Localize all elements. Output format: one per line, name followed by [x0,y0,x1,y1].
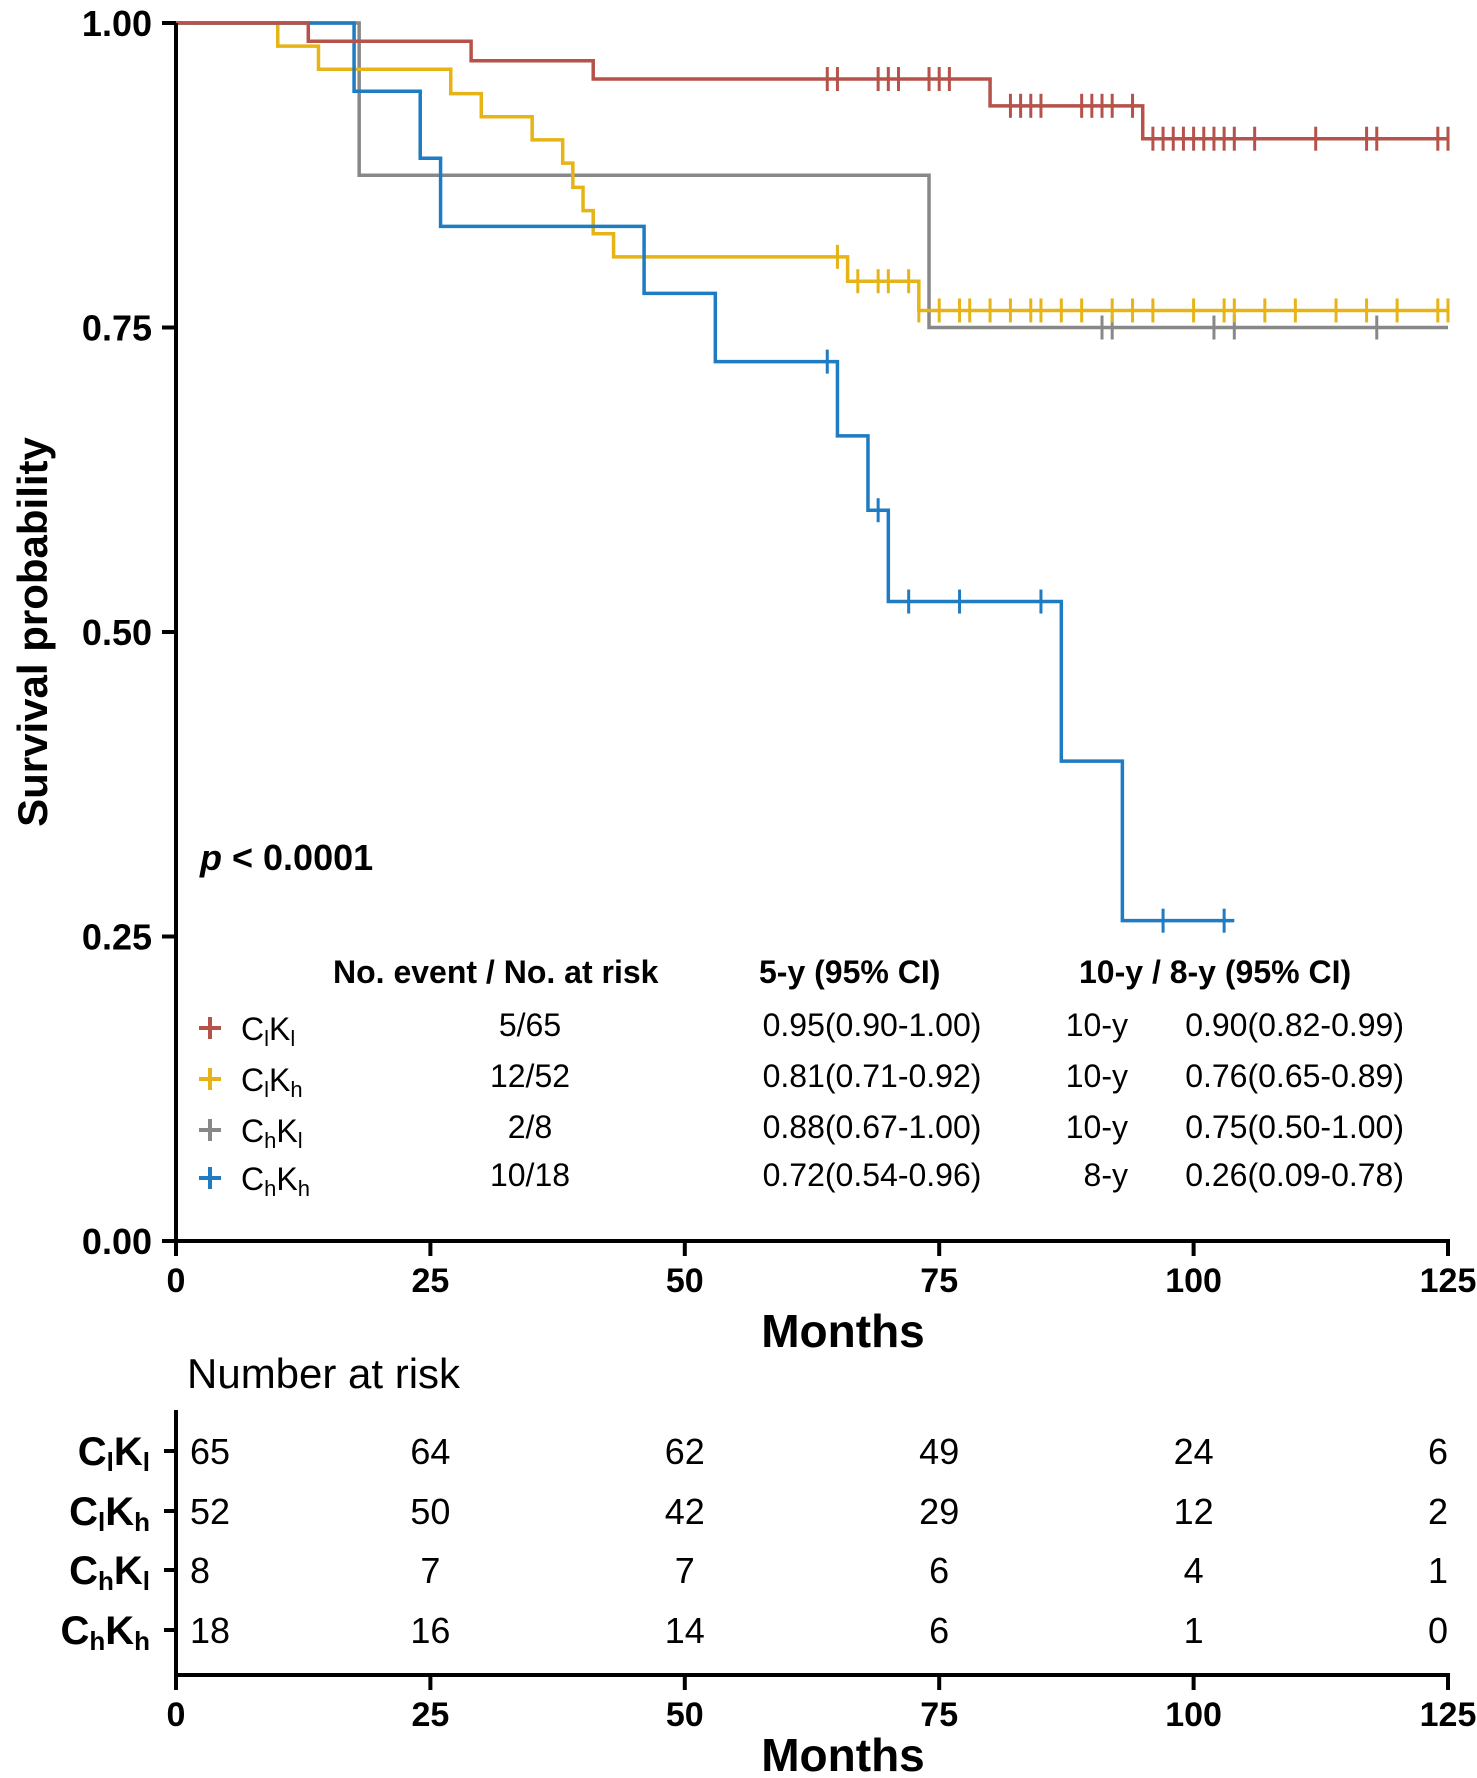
risk-count: 4 [1184,1550,1204,1591]
risk-row-label: ChKh [60,1609,150,1656]
legend-label: ChKh [241,1161,310,1201]
legend-rows: ClKl 5/65 0.95(0.90-1.00) 10-y 0.90(0.82-0.9… [199,1007,1404,1201]
risk-count: 42 [665,1491,705,1532]
legend-events: 2/8 [508,1109,552,1145]
risk-count: 16 [410,1610,450,1651]
risk-count: 64 [410,1431,450,1472]
risk-x-tick-label: 50 [666,1696,704,1734]
risk-count: 49 [919,1431,959,1472]
risk-row-label: ChKl [69,1549,150,1596]
legend-events: 10/18 [490,1157,570,1193]
risk-count: 1 [1428,1550,1448,1591]
risk-count: 52 [190,1491,230,1532]
legend-label: ClKl [241,1011,295,1051]
risk-table: Number at risk 0 25 50 75 100 125 ClKl 65 64 62 4… [60,1350,1476,1778]
x-ticks: 0 25 50 75 100 125 [167,1241,1477,1300]
risk-count: 1 [1184,1610,1204,1651]
y-tick-label: 0.00 [82,1221,152,1262]
risk-count: 8 [190,1550,210,1591]
legend-label: ClKh [241,1062,303,1102]
legend-five-year: 0.81(0.71-0.92) [763,1058,982,1094]
km-plot: 0.00 0.25 0.50 0.75 1.00 0 25 50 75 100 125 Survi… [9,3,1476,1357]
y-ticks: 0.00 0.25 0.50 0.75 1.00 [82,3,176,1262]
x-tick-label: 75 [920,1262,958,1300]
risk-x-tick-label: 25 [411,1696,449,1734]
x-tick-label: 50 [666,1262,704,1300]
risk-row-ClKl: ClKl 65 64 62 49 24 6 [78,1430,1448,1477]
x-tick-label: 0 [167,1262,186,1300]
risk-x-ticks: 0 25 50 75 100 125 [167,1675,1477,1734]
legend-row-ChKh: ChKh 10/18 0.72(0.54-0.96) 8-y 0.26(0.09-0.7… [199,1157,1404,1201]
y-axis-label: Survival probability [9,436,56,826]
risk-count: 6 [1428,1431,1448,1472]
risk-x-axis-label: Months [761,1729,925,1778]
risk-count: 12 [1174,1491,1214,1532]
legend-long-term: 0.75(0.50-1.00) [1185,1109,1404,1145]
legend-five-year: 0.72(0.54-0.96) [763,1157,982,1193]
legend-long-term: 0.90(0.82-0.99) [1185,1007,1404,1043]
header-long-term: 10-y / 8-y (95% CI) [1079,954,1351,990]
risk-count: 0 [1428,1610,1448,1651]
risk-x-tick-label: 75 [920,1696,958,1734]
x-axis-label: Months [761,1305,925,1357]
summary-table: No. event / No. at risk 5-y (95% CI) 10-… [199,954,1404,1201]
risk-count: 6 [929,1550,949,1591]
y-tick-label: 0.25 [82,917,152,958]
risk-count: 62 [665,1431,705,1472]
legend-events: 12/52 [490,1058,570,1094]
legend-row-ClKl: ClKl 5/65 0.95(0.90-1.00) 10-y 0.90(0.82-0.9… [199,1007,1404,1051]
risk-row-ChKl: ChKl 8 7 7 6 4 1 [69,1549,1448,1596]
risk-count: 50 [410,1491,450,1532]
legend-row-ChKl: ChKl 2/8 0.88(0.67-1.00) 10-y 0.75(0.50-1.00… [199,1109,1404,1153]
risk-row-label: ClKh [69,1490,150,1537]
risk-count: 14 [665,1610,705,1651]
risk-row-ChKh: ChKh 18 16 14 6 1 0 [60,1609,1448,1656]
risk-x-tick-label: 0 [167,1696,186,1734]
curve-ClKh [176,21,1448,313]
legend-long-term-label: 10-y [1066,1058,1128,1094]
legend-long-term-label: 10-y [1066,1109,1128,1145]
legend-long-term-label: 10-y [1066,1007,1128,1043]
risk-table-title: Number at risk [187,1350,461,1397]
curve-ChKh [176,21,1235,923]
y-tick-label: 0.50 [82,612,152,653]
legend-row-ClKh: ClKh 12/52 0.81(0.71-0.92) 10-y 0.76(0.65-0.… [199,1058,1404,1102]
risk-x-tick-label: 125 [1420,1696,1477,1734]
risk-count: 2 [1428,1491,1448,1532]
curve-ClKl [176,21,1448,141]
p-value: p < 0.0001 [199,837,373,878]
risk-count: 7 [420,1550,440,1591]
risk-row-label: ClKl [78,1430,150,1477]
legend-long-term: 0.76(0.65-0.89) [1185,1058,1404,1094]
y-tick-label: 1.00 [82,3,152,44]
legend-label: ChKl [241,1113,303,1153]
risk-count: 24 [1174,1431,1214,1472]
legend-five-year: 0.88(0.67-1.00) [763,1109,982,1145]
risk-count: 65 [190,1431,230,1472]
header-five-year: 5-y (95% CI) [759,954,940,990]
y-tick-label: 0.75 [82,308,152,349]
x-tick-label: 25 [411,1262,449,1300]
legend-long-term-label: 8-y [1084,1157,1128,1193]
survival-curves [176,21,1450,933]
legend-five-year: 0.95(0.90-1.00) [763,1007,982,1043]
x-tick-label: 100 [1165,1262,1222,1300]
risk-x-tick-label: 100 [1165,1696,1222,1734]
risk-count: 6 [929,1610,949,1651]
risk-count: 18 [190,1610,230,1651]
risk-row-ClKh: ClKh 52 50 42 29 12 2 [69,1490,1448,1537]
legend-events: 5/65 [499,1007,561,1043]
x-tick-label: 125 [1420,1262,1477,1300]
risk-count: 7 [675,1550,695,1591]
risk-count: 29 [919,1491,959,1532]
legend-long-term: 0.26(0.09-0.78) [1185,1157,1404,1193]
header-events: No. event / No. at risk [333,954,659,990]
